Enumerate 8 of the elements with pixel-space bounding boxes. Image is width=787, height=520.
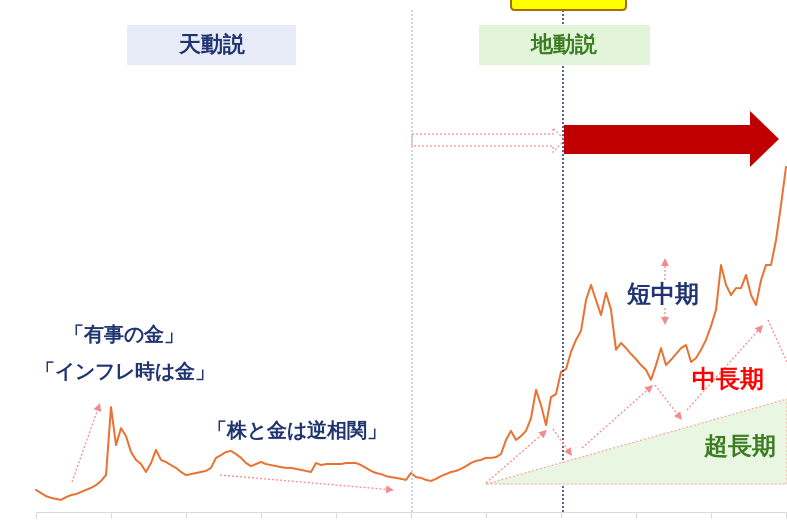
annotation: 短中期: [626, 280, 699, 308]
annotation: 中長期: [692, 365, 764, 393]
text: 天動説: [178, 32, 246, 58]
annotation: 「株と金は逆相関」: [207, 418, 387, 442]
annotation: 「インフレ時は金」: [35, 359, 215, 383]
text: 地動説: [530, 32, 598, 58]
annotation: 「有事の金」: [64, 322, 184, 346]
annotation: 超長期: [703, 432, 776, 460]
